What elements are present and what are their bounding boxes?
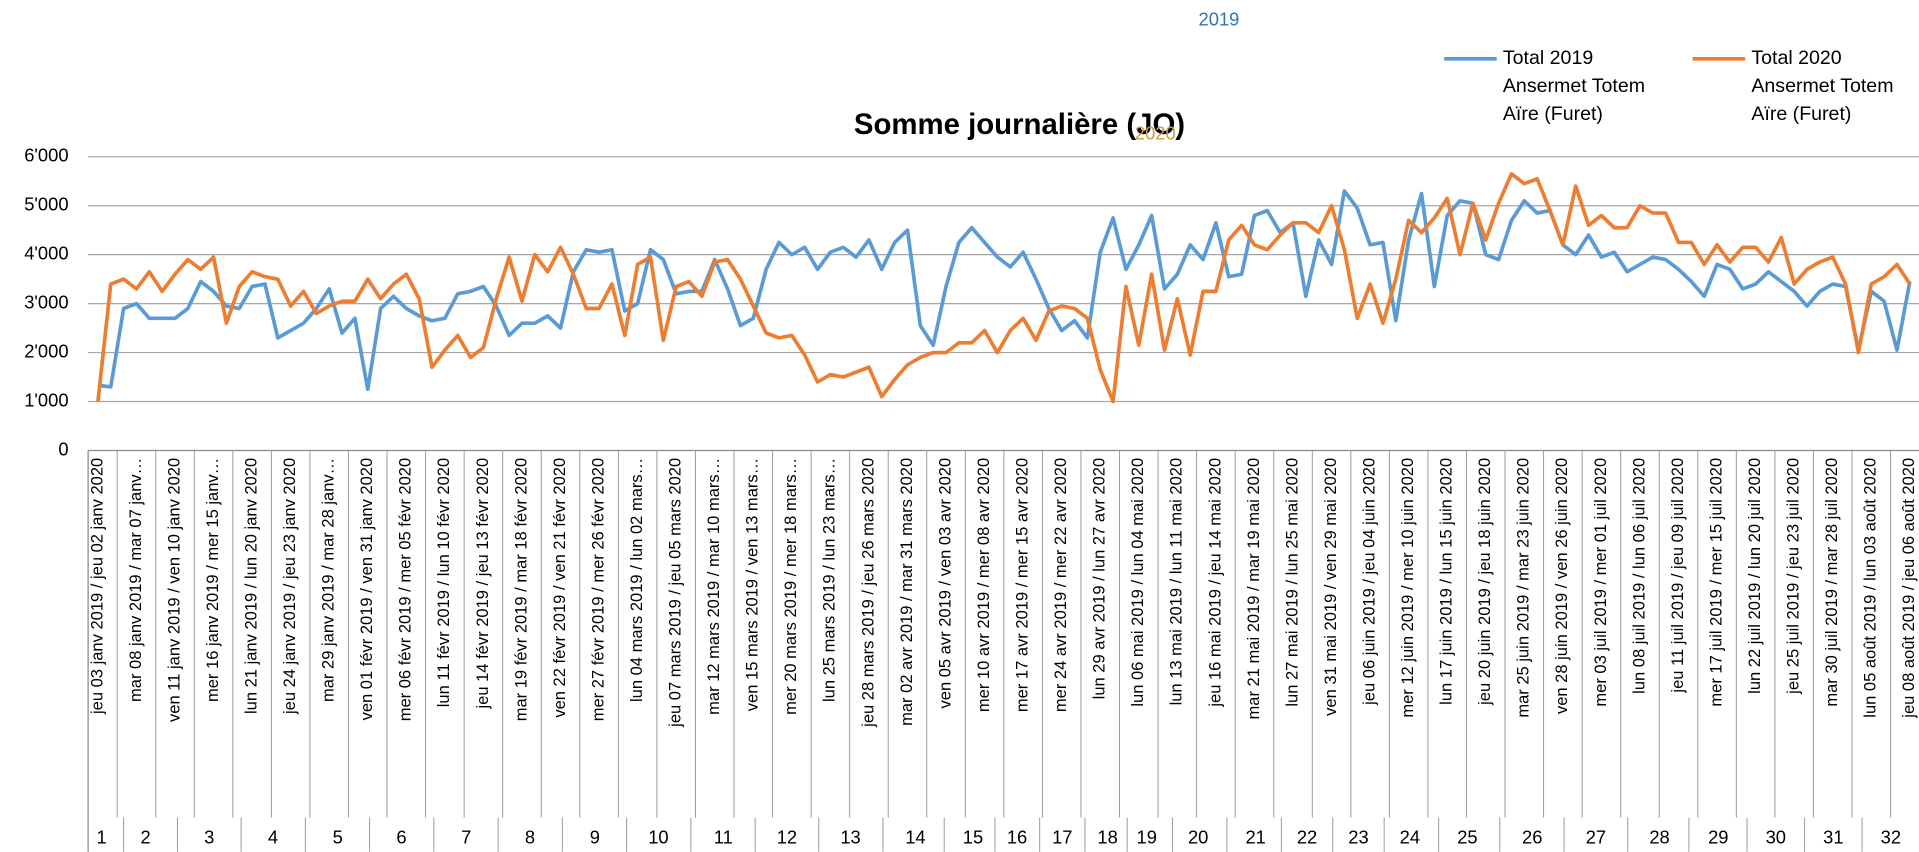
week-label: 9 (590, 826, 600, 847)
x-tick-label: mer 24 avr 2019 / mer 22 avr 2020 (1051, 458, 1070, 712)
x-tick-label: mar 19 févr 2019 / mar 18 févr 2020 (511, 458, 530, 721)
chart-title: Somme journalière (JO) (854, 108, 1185, 141)
x-tick-label: jeu 24 janv 2019 / jeu 23 janv 2020 (280, 458, 299, 715)
y-tick-label: 1'000 (24, 389, 68, 410)
legend-label: Total 2019 Ansermet Totem Aïre (Furet) (1503, 47, 1645, 125)
x-tick-label: lun 27 mai 2019 / lun 25 mai 2020 (1282, 458, 1301, 707)
y-tick-label: 2'000 (24, 340, 68, 361)
x-tick-label: jeu 14 févr 2019 / jeu 13 févr 2020 (473, 458, 492, 710)
week-label: 11 (714, 826, 733, 847)
week-label: 14 (905, 826, 925, 847)
week-label: 21 (1245, 826, 1265, 847)
week-label: 3 (204, 826, 214, 847)
x-tick-label: mar 12 mars 2019 / mar 10 mars… (704, 458, 723, 715)
x-tick-label: lun 08 juil 2019 / lun 06 juil 2020 (1629, 458, 1648, 694)
x-tick-label: lun 22 juil 2019 / lun 20 juil 2020 (1745, 458, 1764, 694)
x-tick-label: mer 10 avr 2019 / mer 08 avr 2020 (974, 458, 993, 712)
x-tick-label: mar 21 mai 2019 / mar 19 mai 2020 (1244, 458, 1263, 720)
x-tick-label: lun 11 févr 2019 / lun 10 févr 2020 (434, 458, 453, 707)
x-tick-label: mer 06 févr 2019 / mer 05 févr 2020 (396, 458, 415, 721)
week-label: 22 (1297, 826, 1317, 847)
x-tick-label: ven 28 juin 2019 / ven 26 juin 2020 (1552, 458, 1571, 714)
week-label: 20 (1188, 826, 1208, 847)
y-tick-label: 3'000 (24, 291, 68, 312)
week-label: 30 (1766, 826, 1786, 847)
x-tick-label: mar 25 juin 2019 / mar 23 juin 2020 (1514, 458, 1533, 718)
x-tick-label: jeu 08 août 2019 / jeu 06 août 2020 (1899, 458, 1918, 719)
x-tick-label: mer 03 juil 2019 / mer 01 juil 2020 (1591, 458, 1610, 707)
week-label: 12 (777, 826, 797, 847)
x-tick-label: mar 02 avr 2019 / mar 31 mars 2020 (897, 458, 916, 726)
x-tick-label: mer 17 avr 2019 / mer 15 avr 2020 (1012, 458, 1031, 712)
x-tick-label: lun 04 mars 2019 / lun 02 mars… (627, 458, 646, 702)
week-label: 19 (1137, 826, 1157, 847)
week-label: 28 (1649, 826, 1669, 847)
week-label: 10 (648, 826, 668, 847)
x-tick-label: jeu 07 mars 2019 / jeu 05 mars 2020 (666, 458, 685, 728)
x-tick-label: lun 25 mars 2019 / lun 23 mars… (820, 458, 839, 702)
x-tick-label: lun 29 avr 2019 / lun 27 avr 2020 (1090, 458, 1109, 700)
x-tick-label: ven 05 avr 2019 / ven 03 avr 2020 (935, 458, 954, 709)
x-tick-label: jeu 03 janv 2019 / jeu 02 janv 2020 (87, 458, 106, 715)
y-tick-label: 6'000 (24, 145, 68, 166)
x-tick-label: mar 08 janv 2019 / mar 07 janv… (126, 458, 145, 702)
week-label: 13 (840, 826, 860, 847)
week-label: 26 (1522, 826, 1542, 847)
x-tick-label: jeu 25 juil 2019 / jeu 23 juil 2020 (1784, 458, 1803, 695)
week-label: 15 (963, 826, 983, 847)
week-label: 24 (1400, 826, 1420, 847)
y-tick-label: 5'000 (24, 194, 68, 215)
legend-label: Total 2020 Ansermet Totem Aïre (Furet) (1751, 47, 1893, 125)
x-tick-label: lun 17 juin 2019 / lun 15 juin 2020 (1437, 458, 1456, 705)
x-tick-label: mar 30 juil 2019 / mar 28 juil 2020 (1822, 458, 1841, 707)
series-line (96, 172, 1912, 404)
annotation-2019: 2019 (1199, 9, 1240, 30)
x-tick-label: ven 22 févr 2019 / ven 21 févr 2020 (550, 458, 569, 718)
week-label: 4 (268, 826, 278, 847)
week-label: 31 (1823, 826, 1843, 847)
x-tick-label: mer 20 mars 2019 / mer 18 mars… (781, 458, 800, 715)
week-label: 7 (461, 826, 471, 847)
x-tick-label: mer 27 févr 2019 / mer 26 févr 2020 (588, 458, 607, 721)
x-tick-label: ven 15 mars 2019 / ven 13 mars… (743, 458, 762, 711)
series-line (97, 189, 1912, 392)
y-tick-label: 0 (58, 438, 68, 459)
x-tick-label: ven 11 janv 2019 / ven 10 janv 2020 (164, 458, 183, 722)
week-label: 23 (1348, 826, 1368, 847)
week-label: 16 (1007, 826, 1027, 847)
week-label: 1 (96, 826, 106, 847)
x-tick-label: jeu 28 mars 2019 / jeu 26 mars 2020 (858, 458, 877, 728)
x-tick-label: ven 01 févr 2019 / ven 31 janv 2020 (357, 458, 376, 721)
x-tick-label: mar 29 janv 2019 / mar 28 janv… (319, 458, 338, 702)
week-label: 18 (1097, 826, 1117, 847)
x-tick-label: lun 13 mai 2019 / lun 11 mai 2020 (1167, 458, 1186, 706)
week-label: 6 (396, 826, 406, 847)
week-label: 29 (1708, 826, 1728, 847)
x-tick-label: lun 21 janv 2019 / lun 20 janv 2020 (241, 458, 260, 714)
x-tick-label: jeu 06 juin 2019 / jeu 04 juin 2020 (1359, 458, 1378, 706)
x-tick-label: ven 31 mai 2019 / ven 29 mai 2020 (1321, 458, 1340, 716)
x-tick-label: jeu 11 juil 2019 / jeu 09 juil 2020 (1668, 458, 1687, 694)
week-label: 32 (1881, 826, 1901, 847)
x-tick-label: mer 16 janv 2019 / mer 15 janv… (203, 458, 222, 702)
week-label: 5 (333, 826, 343, 847)
week-label: 27 (1586, 826, 1606, 847)
week-label: 17 (1052, 826, 1072, 847)
y-tick-label: 4'000 (24, 243, 68, 264)
x-tick-label: mer 17 juil 2019 / mer 15 juil 2020 (1706, 458, 1725, 707)
week-label: 2 (141, 826, 151, 847)
x-tick-label: lun 05 août 2019 / lun 03 août 2020 (1861, 458, 1880, 718)
week-label: 8 (525, 826, 535, 847)
x-tick-label: mer 12 juin 2019 / mer 10 juin 2020 (1398, 458, 1417, 718)
annotation-2020: 2020 (1135, 123, 1176, 144)
x-tick-label: jeu 16 mai 2019 / jeu 14 mai 2020 (1205, 458, 1224, 708)
x-tick-label: lun 06 mai 2019 / lun 04 mai 2020 (1128, 458, 1147, 707)
x-tick-label: jeu 20 juin 2019 / jeu 18 juin 2020 (1475, 458, 1494, 706)
week-label: 25 (1457, 826, 1477, 847)
